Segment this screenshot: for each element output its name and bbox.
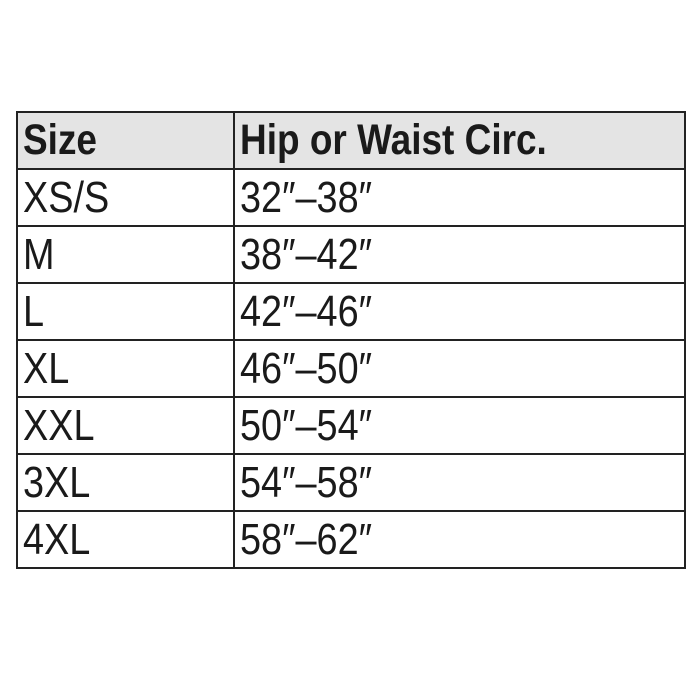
size-chart-table: Size Hip or Waist Circ. XS/S 32″–38″ M 38″–… [16,111,686,569]
measurement-cell: 32″–38″ [233,168,686,227]
measurement-cell: 38″–42″ [233,225,686,284]
table-row: XXL 50″–54″ [16,396,686,455]
size-cell: 4XL [16,510,235,569]
size-cell: XS/S [16,168,235,227]
table-row: XL 46″–50″ [16,339,686,398]
size-cell: 3XL [16,453,235,512]
table-row: L 42″–46″ [16,282,686,341]
size-cell: XXL [16,396,235,455]
table-row: 4XL 58″–62″ [16,510,686,569]
measurement-cell: 46″–50″ [233,339,686,398]
measurement-cell: 58″–62″ [233,510,686,569]
table-row: M 38″–42″ [16,225,686,284]
measurement-cell: 54″–58″ [233,453,686,512]
header-row: Size Hip or Waist Circ. [16,111,686,170]
size-cell: XL [16,339,235,398]
measurement-cell: 50″–54″ [233,396,686,455]
table-row: XS/S 32″–38″ [16,168,686,227]
size-cell: M [16,225,235,284]
header-size: Size [16,111,235,170]
header-hip-waist: Hip or Waist Circ. [233,111,686,170]
size-cell: L [16,282,235,341]
table-row: 3XL 54″–58″ [16,453,686,512]
measurement-cell: 42″–46″ [233,282,686,341]
